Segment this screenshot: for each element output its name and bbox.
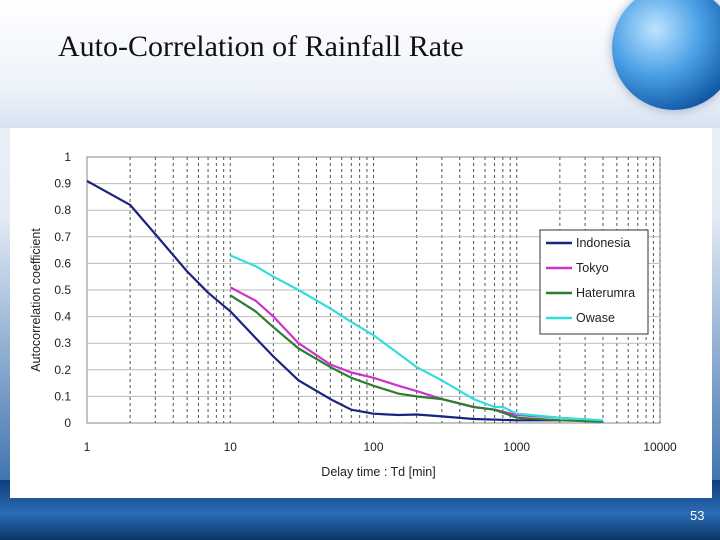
legend-box xyxy=(539,229,649,335)
series-line-indonesia xyxy=(86,179,560,422)
y-tick-label: 0.6 xyxy=(54,256,71,270)
y-axis-ticks: 0 0.1 0.2 0.3 0.4 0.5 0.6 0.7 0.8 0.9 1 xyxy=(54,150,71,430)
y-tick-label: 0 xyxy=(64,416,71,430)
x-tick-label: 1 xyxy=(84,440,91,454)
slide-title: Auto-Correlation of Rainfall Rate xyxy=(58,30,464,63)
y-tick-label: 0.2 xyxy=(54,363,71,377)
x-tick-label: 100 xyxy=(363,440,383,454)
series-line-owase xyxy=(229,254,604,422)
title-band xyxy=(0,0,720,128)
x-tick-label: 10 xyxy=(224,440,238,454)
y-tick-label: 0.3 xyxy=(54,336,71,350)
y-tick-label: 0.8 xyxy=(54,203,71,217)
x-axis-ticks: 1 10 100 1000 10000 xyxy=(84,440,677,454)
globe-icon xyxy=(612,0,720,110)
slide-number: 53 xyxy=(690,508,705,523)
y-tick-label: 0.4 xyxy=(54,310,71,324)
legend-label: Owase xyxy=(576,311,615,325)
legend-label: Indonesia xyxy=(576,236,630,250)
legend-label: Tokyo xyxy=(576,261,609,275)
y-tick-label: 0.9 xyxy=(54,177,71,191)
y-tick-label: 0.5 xyxy=(54,283,71,297)
legend-label: Haterumra xyxy=(576,286,635,300)
series-lines xyxy=(86,179,604,423)
x-tick-label: 1000 xyxy=(503,440,530,454)
legend: Indonesia Tokyo Haterumra Owase xyxy=(539,229,649,335)
series-line-haterumra xyxy=(229,294,604,423)
x-tick-label: 10000 xyxy=(643,440,677,454)
x-axis-label: Delay time : Td [min] xyxy=(321,465,435,479)
y-axis-label: Autocorrelation coefficient xyxy=(29,228,43,372)
y-tick-label: 1 xyxy=(64,150,71,164)
y-tick-label: 0.7 xyxy=(54,230,71,244)
y-tick-label: 0.1 xyxy=(54,389,71,403)
